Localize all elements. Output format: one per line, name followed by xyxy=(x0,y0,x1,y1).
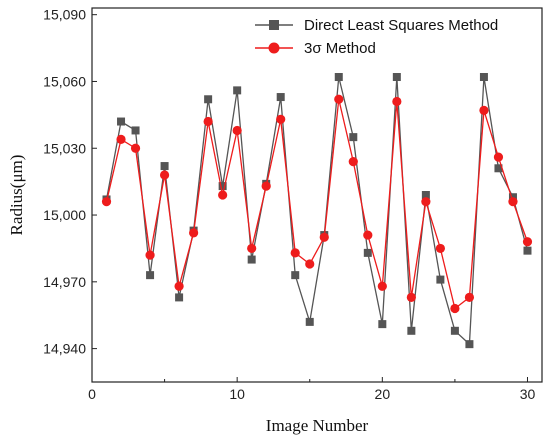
data-point-3sigma xyxy=(290,248,300,258)
data-point-direct-least-squares xyxy=(291,271,300,280)
data-point-direct-least-squares xyxy=(349,133,358,142)
data-point-direct-least-squares xyxy=(494,164,503,173)
data-point-3sigma xyxy=(319,232,329,242)
data-point-direct-least-squares xyxy=(407,326,416,335)
data-point-direct-least-squares xyxy=(363,248,372,257)
data-point-3sigma xyxy=(261,181,271,191)
data-point-direct-least-squares xyxy=(378,320,387,329)
data-point-direct-least-squares xyxy=(160,162,169,171)
data-point-direct-least-squares xyxy=(450,326,459,335)
legend-label-3sigma: 3σ Method xyxy=(304,40,376,57)
data-point-3sigma xyxy=(218,190,228,200)
legend: Direct Least Squares Method 3σ Method xyxy=(255,17,498,57)
data-point-3sigma xyxy=(508,197,518,207)
legend-marker-circle xyxy=(268,42,280,54)
data-point-3sigma xyxy=(464,292,475,303)
x-axis-ticks: 0 10 20 30 xyxy=(88,377,535,402)
data-point-direct-least-squares xyxy=(146,271,155,280)
data-point-3sigma xyxy=(377,281,387,291)
y-axis-title: Radius(μm) xyxy=(7,155,26,236)
data-point-direct-least-squares xyxy=(247,255,256,264)
data-point-3sigma xyxy=(363,230,373,240)
data-point-3sigma xyxy=(232,125,242,136)
legend-label-direct-least-squares: Direct Least Squares Method xyxy=(304,17,498,34)
data-point-3sigma xyxy=(348,157,358,167)
data-point-3sigma xyxy=(247,243,257,254)
data-point-3sigma xyxy=(435,243,445,254)
data-point-direct-least-squares xyxy=(117,117,126,126)
series-layer xyxy=(101,73,533,349)
y-tick-label: 15,090 xyxy=(43,7,86,23)
legend-marker-square xyxy=(269,20,279,30)
data-point-3sigma xyxy=(334,94,344,104)
data-point-direct-least-squares xyxy=(204,95,213,104)
plot-frame xyxy=(91,7,543,383)
x-tick-label: 0 xyxy=(88,386,96,402)
y-tick-label: 15,000 xyxy=(43,207,86,223)
data-point-direct-least-squares xyxy=(334,73,343,82)
data-point-3sigma xyxy=(101,197,112,207)
data-point-direct-least-squares xyxy=(218,182,227,191)
data-point-3sigma xyxy=(145,250,155,260)
series-direct-least-squares xyxy=(102,73,532,349)
data-point-3sigma xyxy=(479,105,489,116)
data-point-3sigma xyxy=(450,303,460,314)
data-point-3sigma xyxy=(493,152,504,162)
data-point-3sigma xyxy=(130,143,141,153)
y-tick-label: 15,030 xyxy=(43,140,86,156)
data-point-direct-least-squares xyxy=(421,191,430,199)
x-tick-label: 10 xyxy=(229,386,245,402)
data-point-direct-least-squares xyxy=(436,275,445,284)
data-point-direct-least-squares xyxy=(465,340,474,349)
data-point-direct-least-squares xyxy=(131,126,140,135)
data-point-direct-least-squares xyxy=(175,293,184,302)
data-point-3sigma xyxy=(276,114,286,124)
data-point-direct-least-squares xyxy=(305,317,314,326)
y-tick-label: 14,940 xyxy=(43,341,86,357)
data-point-direct-least-squares xyxy=(479,73,488,82)
data-point-direct-least-squares xyxy=(233,86,242,95)
data-point-3sigma xyxy=(174,281,184,291)
y-axis-ticks: 14,940 14,970 15,000 15,030 15,060 15,090 xyxy=(43,7,97,357)
x-tick-label: 30 xyxy=(520,386,536,402)
data-point-3sigma xyxy=(305,259,315,269)
data-point-3sigma xyxy=(392,96,402,107)
data-point-3sigma xyxy=(116,134,126,144)
data-point-3sigma xyxy=(421,197,431,207)
data-point-3sigma xyxy=(203,116,213,127)
data-point-3sigma xyxy=(159,170,170,180)
y-tick-label: 15,060 xyxy=(43,73,86,89)
data-point-direct-least-squares xyxy=(276,93,285,102)
x-tick-label: 20 xyxy=(375,386,391,402)
data-point-3sigma xyxy=(189,228,199,238)
data-point-direct-least-squares xyxy=(523,246,532,255)
y-tick-label: 14,970 xyxy=(43,274,86,290)
series-3sigma xyxy=(101,94,533,314)
x-axis-title: Image Number xyxy=(266,416,369,435)
data-point-direct-least-squares xyxy=(392,73,401,82)
data-point-3sigma xyxy=(522,237,533,247)
data-point-3sigma xyxy=(406,292,416,303)
